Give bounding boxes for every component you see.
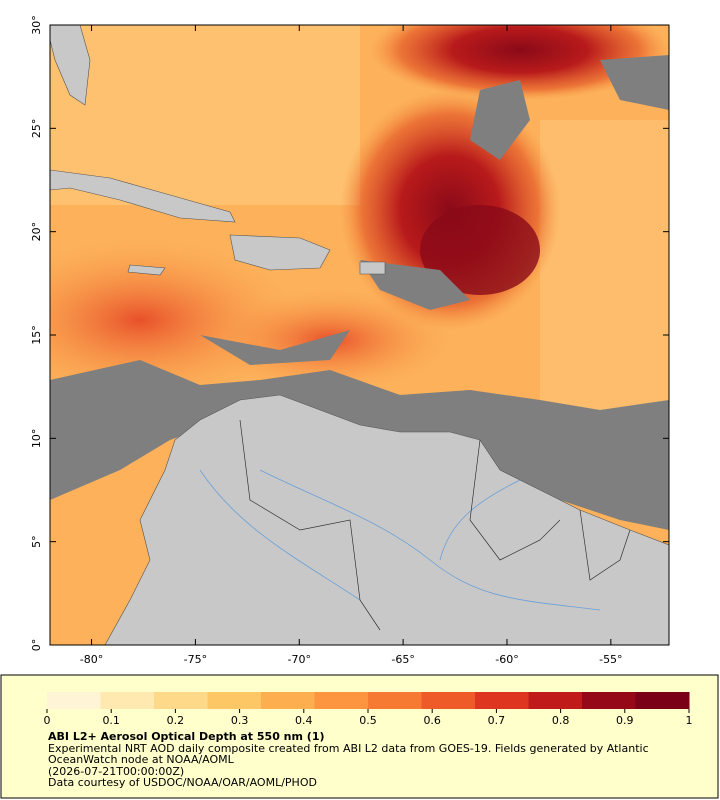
axes: -80° -75° -70° -65° -60° -55° 0° 5° 10° 15° 20° 25°… [30,15,669,666]
colorbar-segment [261,692,315,709]
colorbar-segment [421,692,476,709]
colorbar-tick-label: 0.4 [295,714,313,727]
land [50,25,669,645]
x-tick-label: -80° [80,653,103,666]
colorbar-segment [475,692,529,709]
colorbar-segment [582,692,636,709]
colorbar-tick-label: 0 [44,714,51,727]
y-tick-label: 30° [30,15,43,35]
colorbar-segment [154,692,208,709]
caption-timestamp: (2026-07-21T00:00:00Z) [48,764,185,778]
colorbar-tick-label: 0.1 [102,714,120,727]
colorbar-tick-label: 0.7 [488,714,506,727]
caption-description: Experimental NRT AOD daily composite cre… [48,741,649,766]
y-tick-label: 10° [30,429,43,449]
borders [239,419,631,631]
y-tick-label: 15° [30,325,43,345]
colorbar-tick-label: 0.8 [552,714,570,727]
colorbar-tick-label: 0.5 [359,714,377,727]
x-tick-label: -65° [391,653,414,666]
x-tick-label: -60° [495,653,518,666]
caption-title: ABI L2+ Aerosol Optical Depth at 550 nm … [48,730,325,743]
colorbar-segment [47,692,101,709]
map-imagery [50,25,669,645]
colorbar-segment [528,692,583,709]
cloud-mask [50,55,669,530]
dust-plume [370,25,669,100]
colorbar-tick-label: 0.2 [167,714,185,727]
caption: ABI L2+ Aerosol Optical Depth at 550 nm … [48,731,688,789]
colorbar-segment [207,692,262,709]
y-tick-label: 25° [30,119,43,139]
colorbar: 0 0.1 0.2 0.3 0.4 0.5 0.6 0.7 0.8 0.9 1 [44,692,693,727]
colorbar-segment [368,692,422,709]
y-tick-label: 5° [30,535,43,548]
colorbar-tick-label: 0.3 [231,714,249,727]
caption-credit: Data courtesy of USDOC/NOAA/OAR/AOML/PHO… [48,776,317,789]
colorbar-tick-label: 0.9 [616,714,634,727]
y-tick-label: 0° [30,639,43,652]
colorbar-segment [100,692,155,709]
colorbar-segment [635,692,690,709]
x-tick-label: -75° [184,653,207,666]
colorbar-tick-label: 0.6 [423,714,441,727]
y-tick-label: 20° [30,222,43,242]
colorbar-tick-label: 1 [686,714,693,727]
rivers [199,469,601,611]
aod-patch [50,25,360,205]
x-tick-label: -55° [599,653,622,666]
colorbar-segment [314,692,369,709]
dust-plume [420,205,540,295]
x-tick-label: -70° [288,653,311,666]
